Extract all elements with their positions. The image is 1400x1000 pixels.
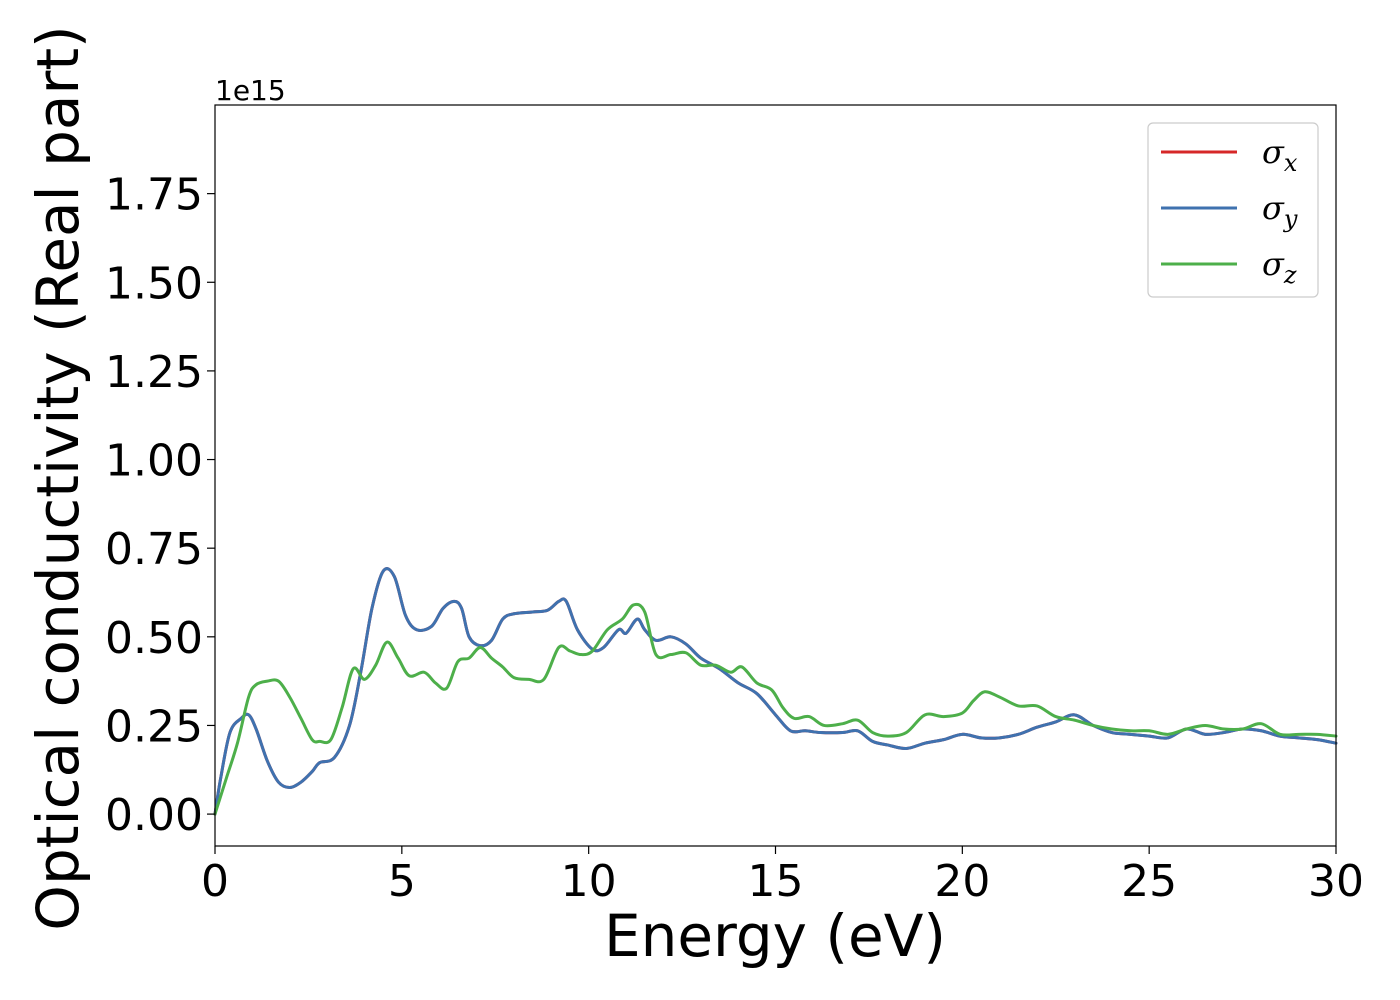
y-multiplier-label: 1e15 (215, 74, 286, 107)
y-axis-ticks: 0.00 0.25 0.50 0.75 1.00 1.25 1.50 1.75 (105, 170, 215, 841)
y-tick-label: 0.25 (105, 701, 203, 752)
x-tick-label: 25 (1121, 856, 1177, 907)
legend-label-y: σy (1262, 189, 1298, 233)
x-tick-label: 0 (201, 856, 229, 907)
y-tick-label: 0.50 (105, 613, 203, 664)
series-layer (213, 567, 1338, 816)
x-tick-label: 10 (561, 856, 617, 907)
y-tick-label: 1.75 (105, 170, 203, 221)
y-tick-label: 0.75 (105, 524, 203, 575)
y-tick-label: 0.00 (105, 790, 203, 841)
y-axis-title: Optical conductivity (Real part) (24, 25, 92, 930)
x-tick-label: 5 (388, 856, 416, 907)
x-axis-ticks: 0 5 10 15 20 25 30 (201, 846, 1364, 907)
x-axis-title: Energy (eV) (604, 902, 946, 970)
y-tick-label: 1.50 (105, 258, 203, 309)
y-tick-label: 1.25 (105, 347, 203, 398)
x-tick-label: 15 (748, 856, 804, 907)
y-tick-label: 1.00 (105, 436, 203, 487)
x-tick-label: 20 (934, 856, 990, 907)
x-tick-label: 30 (1308, 856, 1364, 907)
legend-frame (1147, 122, 1319, 298)
series-line-z (213, 602, 1338, 816)
